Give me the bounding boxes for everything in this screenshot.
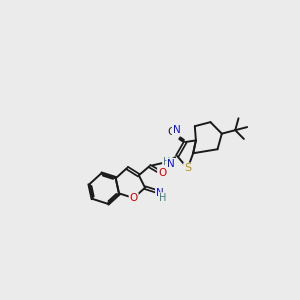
Text: O: O <box>158 168 166 178</box>
Text: S: S <box>184 164 191 173</box>
Text: H: H <box>163 157 170 167</box>
Text: O: O <box>130 193 138 203</box>
Text: C: C <box>167 128 175 137</box>
Text: N: N <box>167 159 175 169</box>
Text: H: H <box>159 193 167 203</box>
Text: N: N <box>156 188 164 198</box>
Text: N: N <box>173 125 180 135</box>
